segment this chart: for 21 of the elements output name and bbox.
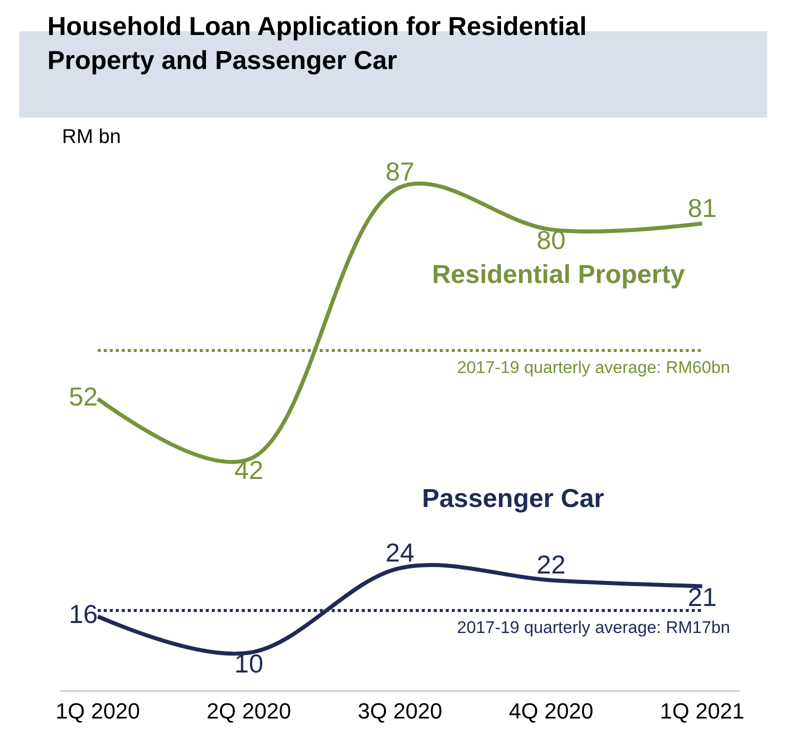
data-label: 22 xyxy=(536,550,566,580)
series-label: Residential Property xyxy=(432,259,686,289)
chart-title: Household Loan Application for Residential Property and Passenger Car xyxy=(47,10,587,75)
data-label: 52 xyxy=(68,381,98,412)
data-label: 24 xyxy=(386,538,414,568)
x-tick-label: 3Q 2020 xyxy=(358,698,442,724)
x-tick-label: 4Q 2020 xyxy=(508,698,594,724)
data-label: 87 xyxy=(386,156,414,187)
x-tick-label: 1Q 2021 xyxy=(660,698,744,724)
y-axis-title: RM bn xyxy=(62,126,121,148)
ref-line-label: 2017-19 quarterly average: RM60bn xyxy=(457,358,730,377)
data-label: 16 xyxy=(68,598,98,629)
data-label: 21 xyxy=(688,582,717,612)
data-label: 10 xyxy=(234,648,264,678)
ref-line-label: 2017-19 quarterly average: RM17bn xyxy=(457,618,730,637)
text: Passenger Car xyxy=(422,483,604,513)
x-tick-label: 2Q 2020 xyxy=(206,698,292,724)
data-label: 80 xyxy=(536,225,566,256)
data-label: 81 xyxy=(688,193,717,224)
x-tick-label: 1Q 2020 xyxy=(56,698,140,724)
data-label: 42 xyxy=(234,454,264,485)
